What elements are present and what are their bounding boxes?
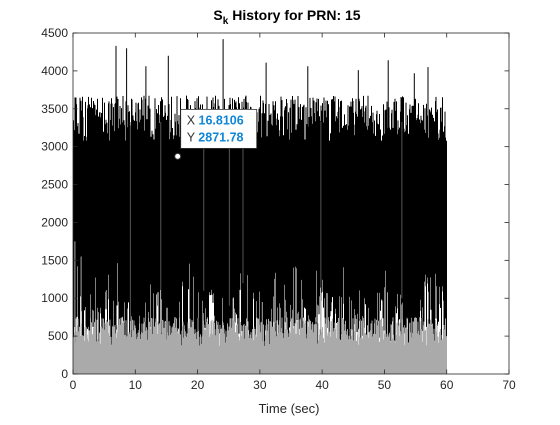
x-tick-label: 20 [191, 378, 205, 392]
y-tick-label: 1000 [41, 291, 68, 305]
y-tick-label: 3500 [41, 102, 68, 116]
x-tick-label: 30 [253, 378, 267, 392]
y-tick-label: 4500 [41, 26, 68, 40]
y-tick-label: 2000 [41, 215, 68, 229]
x-tick-label: 70 [502, 378, 516, 392]
datatip-marker[interactable] [175, 153, 181, 159]
datatip-y-label: Y 2871.78 [187, 130, 244, 144]
x-tick-label: 60 [440, 378, 454, 392]
datatip-x-value: 16.8106 [199, 113, 244, 127]
x-axis-label: Time (sec) [259, 401, 320, 416]
y-tick-label: 1500 [41, 253, 68, 267]
y-tick-label: 3000 [41, 140, 68, 154]
datatip-y-value: 2871.78 [198, 130, 243, 144]
x-tick-label: 0 [70, 378, 77, 392]
chart-title-main: S [213, 7, 222, 23]
x-tick-label: 40 [315, 378, 329, 392]
y-tick-label: 4000 [41, 64, 68, 78]
y-tick-label: 0 [61, 367, 68, 381]
chart-title-rest: History for PRN: 15 [228, 7, 360, 23]
y-tick-label: 2500 [41, 178, 68, 192]
datatip-x-label: X 16.8106 [187, 113, 244, 127]
y-tick-label: 500 [48, 329, 68, 343]
x-tick-label: 50 [378, 378, 392, 392]
x-tick-label: 10 [129, 378, 143, 392]
